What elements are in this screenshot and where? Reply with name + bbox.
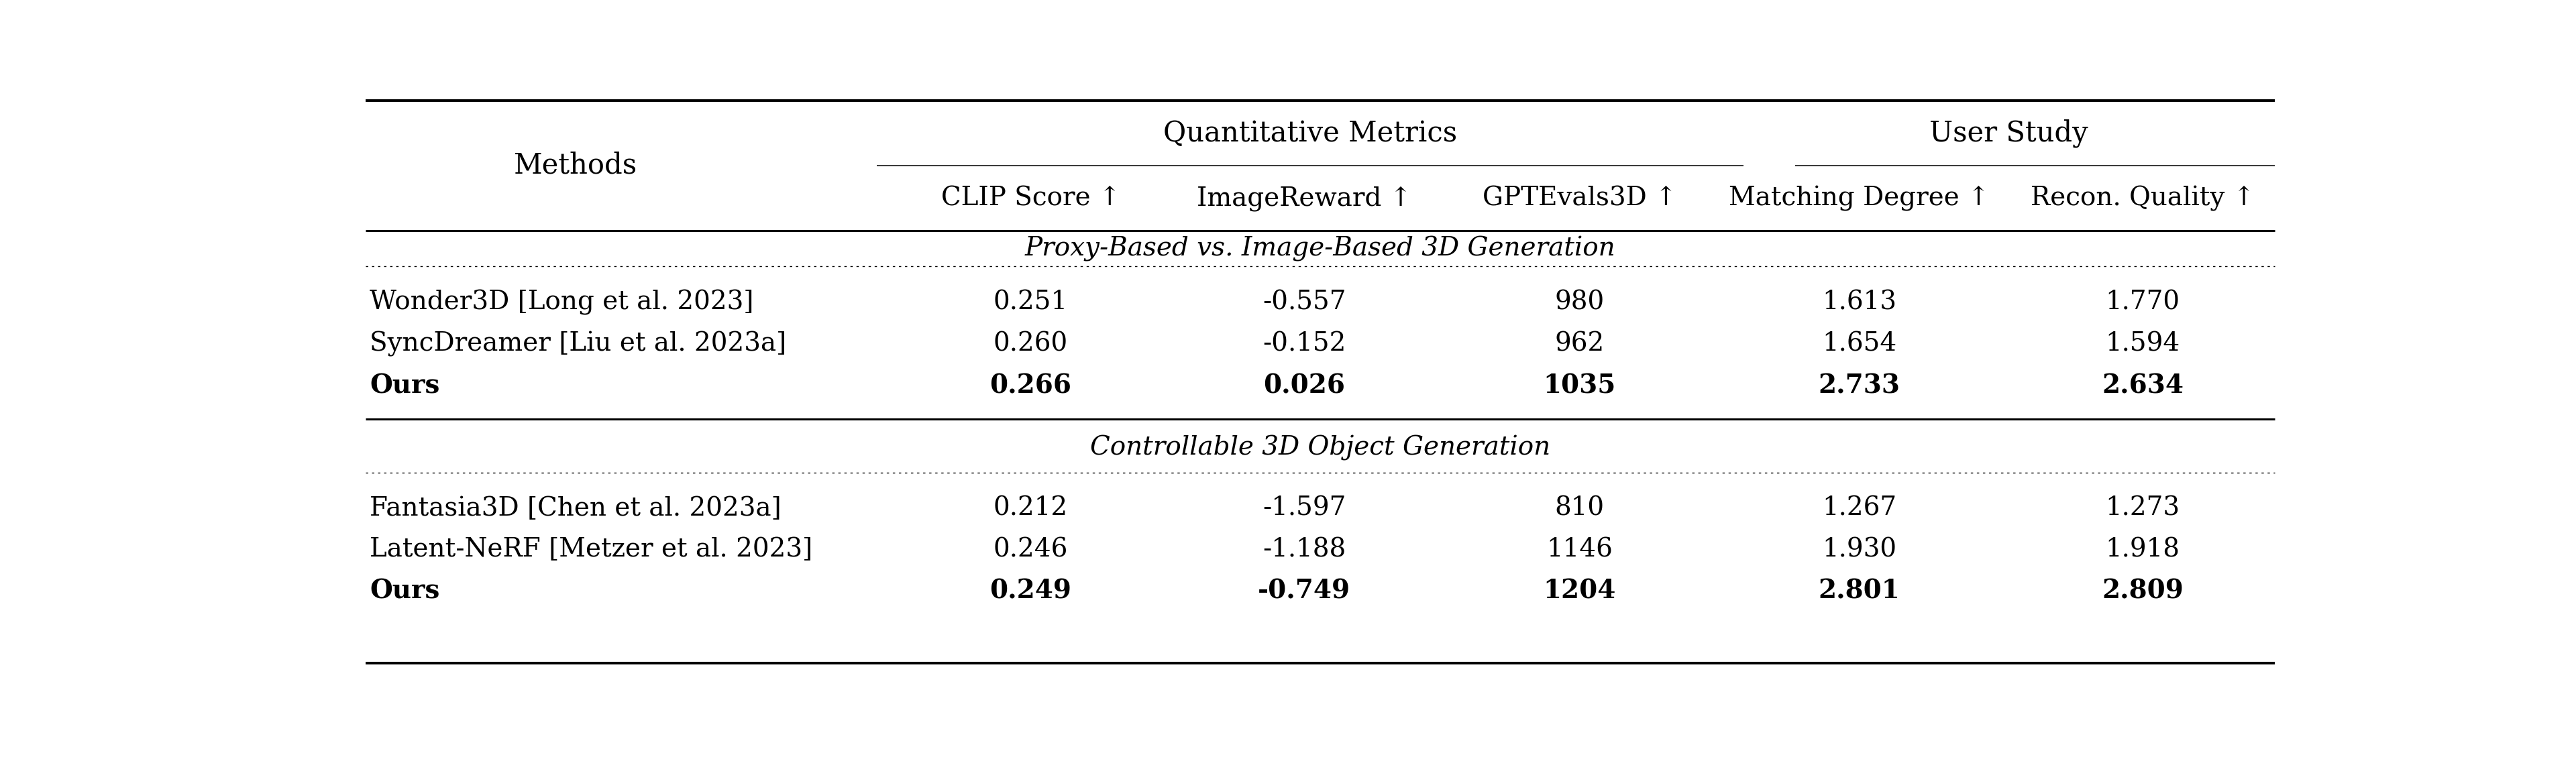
Text: -1.597: -1.597 bbox=[1262, 496, 1345, 521]
Text: User Study: User Study bbox=[1929, 119, 2089, 147]
Text: Fantasia3D [Chen et al. 2023a]: Fantasia3D [Chen et al. 2023a] bbox=[371, 496, 781, 521]
Text: 980: 980 bbox=[1556, 290, 1605, 315]
Text: 0.212: 0.212 bbox=[994, 496, 1069, 521]
Text: Recon. Quality ↑: Recon. Quality ↑ bbox=[2030, 186, 2254, 211]
Text: 810: 810 bbox=[1556, 496, 1605, 521]
Text: Proxy-Based vs. Image-Based 3D Generation: Proxy-Based vs. Image-Based 3D Generatio… bbox=[1025, 236, 1615, 261]
Text: Methods: Methods bbox=[513, 152, 636, 180]
Text: 1035: 1035 bbox=[1543, 373, 1615, 398]
Text: 1204: 1204 bbox=[1543, 578, 1615, 603]
Text: 962: 962 bbox=[1556, 332, 1605, 357]
Text: 2.801: 2.801 bbox=[1819, 578, 1901, 603]
Text: 1.594: 1.594 bbox=[2105, 332, 2179, 357]
Text: 1.930: 1.930 bbox=[1821, 537, 1896, 562]
Text: 1.273: 1.273 bbox=[2105, 496, 2179, 521]
Text: Matching Degree ↑: Matching Degree ↑ bbox=[1728, 186, 1989, 211]
Text: Ours: Ours bbox=[371, 578, 440, 603]
Text: Quantitative Metrics: Quantitative Metrics bbox=[1164, 119, 1458, 147]
Text: 1146: 1146 bbox=[1546, 537, 1613, 562]
Text: -0.749: -0.749 bbox=[1257, 578, 1350, 603]
Text: 0.246: 0.246 bbox=[994, 537, 1069, 562]
Text: ImageReward ↑: ImageReward ↑ bbox=[1198, 186, 1412, 211]
Text: 2.634: 2.634 bbox=[2102, 373, 2184, 398]
Text: SyncDreamer [Liu et al. 2023a]: SyncDreamer [Liu et al. 2023a] bbox=[371, 332, 786, 357]
Text: 1.918: 1.918 bbox=[2105, 537, 2179, 562]
Text: 1.613: 1.613 bbox=[1821, 290, 1896, 315]
Text: 1.770: 1.770 bbox=[2105, 290, 2179, 315]
Text: 2.809: 2.809 bbox=[2102, 578, 2184, 603]
Text: CLIP Score ↑: CLIP Score ↑ bbox=[940, 186, 1121, 211]
Text: Wonder3D [Long et al. 2023]: Wonder3D [Long et al. 2023] bbox=[371, 290, 755, 316]
Text: 0.260: 0.260 bbox=[994, 332, 1069, 357]
Text: GPTEvals3D ↑: GPTEvals3D ↑ bbox=[1484, 186, 1677, 211]
Text: -0.557: -0.557 bbox=[1262, 290, 1347, 315]
Text: Controllable 3D Object Generation: Controllable 3D Object Generation bbox=[1090, 435, 1551, 460]
Text: 1.267: 1.267 bbox=[1821, 496, 1896, 521]
Text: -1.188: -1.188 bbox=[1262, 537, 1345, 562]
Text: Ours: Ours bbox=[371, 373, 440, 398]
Text: 0.026: 0.026 bbox=[1262, 373, 1345, 398]
Text: 0.266: 0.266 bbox=[989, 373, 1072, 398]
Text: 2.733: 2.733 bbox=[1819, 373, 1901, 398]
Text: -0.152: -0.152 bbox=[1262, 332, 1345, 357]
Text: Latent-NeRF [Metzer et al. 2023]: Latent-NeRF [Metzer et al. 2023] bbox=[371, 537, 814, 562]
Text: 1.654: 1.654 bbox=[1821, 332, 1896, 357]
Text: 0.251: 0.251 bbox=[994, 290, 1069, 315]
Text: 0.249: 0.249 bbox=[989, 578, 1072, 603]
